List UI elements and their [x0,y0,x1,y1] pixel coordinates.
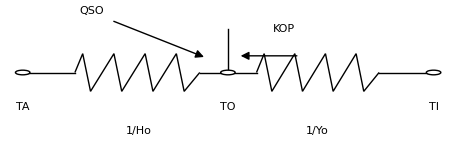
Text: KOP: KOP [272,24,295,34]
Text: TO: TO [220,102,236,112]
Text: 1/Ho: 1/Ho [126,126,151,136]
Text: 1/Yo: 1/Yo [306,126,328,136]
Circle shape [221,70,235,75]
Circle shape [426,70,441,75]
Text: TI: TI [429,102,439,112]
Text: TA: TA [16,102,30,112]
Circle shape [15,70,30,75]
Text: QSO: QSO [79,6,104,16]
